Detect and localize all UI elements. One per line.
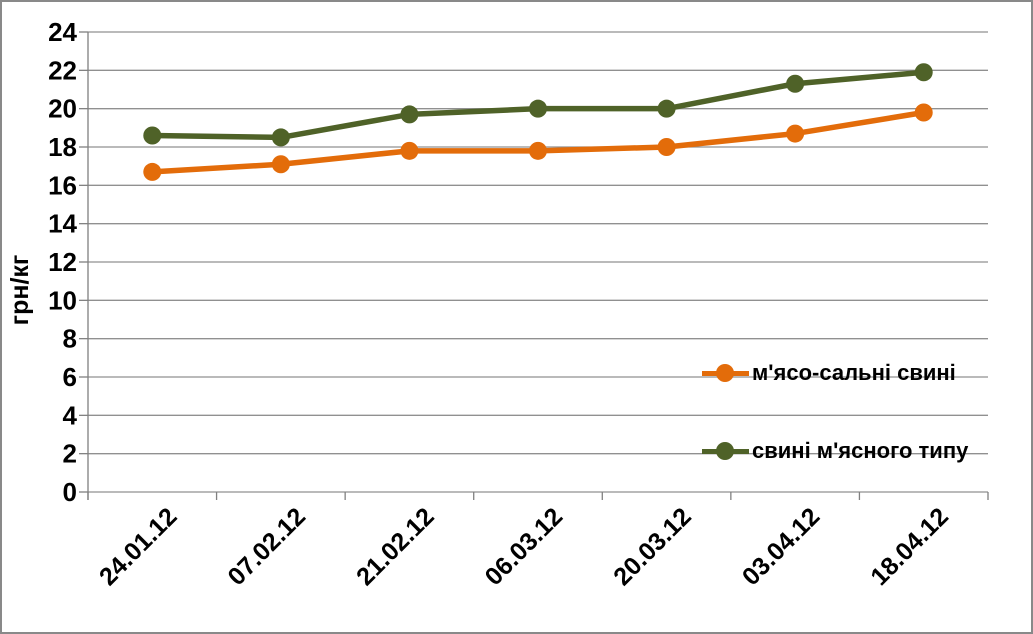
x-tick-label: 24.01.12 [94,502,183,591]
data-point [914,63,933,82]
x-tick-label: 21.02.12 [351,502,440,591]
legend-line-dot-marker [702,438,749,464]
data-point [529,99,547,118]
data-point [786,74,805,93]
data-point [657,99,676,118]
y-tick-label: 6 [63,362,77,392]
legend-label: свині м'ясного типу [752,438,969,463]
data-point [657,138,676,156]
data-point [400,105,419,124]
y-tick-label: 8 [63,324,77,354]
y-tick-label: 18 [48,132,77,162]
legend-item-meat-type-pigs: свині м'ясного типу [702,438,968,464]
y-tick-label: 0 [63,477,77,507]
y-tick-label: 14 [48,209,77,239]
x-tick-label: 18.04.12 [865,502,954,591]
y-tick-label: 2 [63,439,77,469]
data-point [271,155,290,174]
y-tick-label: 10 [48,285,77,315]
y-tick-label: 24 [48,17,77,47]
y-tick-label: 12 [48,247,77,277]
y-tick-label: 4 [63,400,78,430]
y-tick-label: 16 [48,170,77,200]
y-axis-title: грн/кг [6,255,34,326]
legend-item-meat-fat-pigs: м'ясо-сальні свині [702,360,956,386]
x-tick-label: 07.02.12 [222,502,311,591]
data-point [529,141,547,160]
data-point [143,126,162,145]
x-tick-label: 20.03.12 [608,502,697,591]
y-tick-label: 20 [48,94,77,124]
x-tick-label: 06.03.12 [480,502,569,591]
legend-marker-dot [716,364,734,382]
data-point [914,103,933,122]
x-tick-label: 03.04.12 [737,502,826,591]
data-point [400,141,419,160]
data-point [786,124,805,143]
legend-line-dot-marker [702,360,749,386]
legend-marker-dot [716,442,734,460]
y-tick-label: 22 [48,55,77,85]
legend-label: м'ясо-сальні свині [752,360,956,385]
data-point [143,162,162,181]
data-point [271,128,290,147]
